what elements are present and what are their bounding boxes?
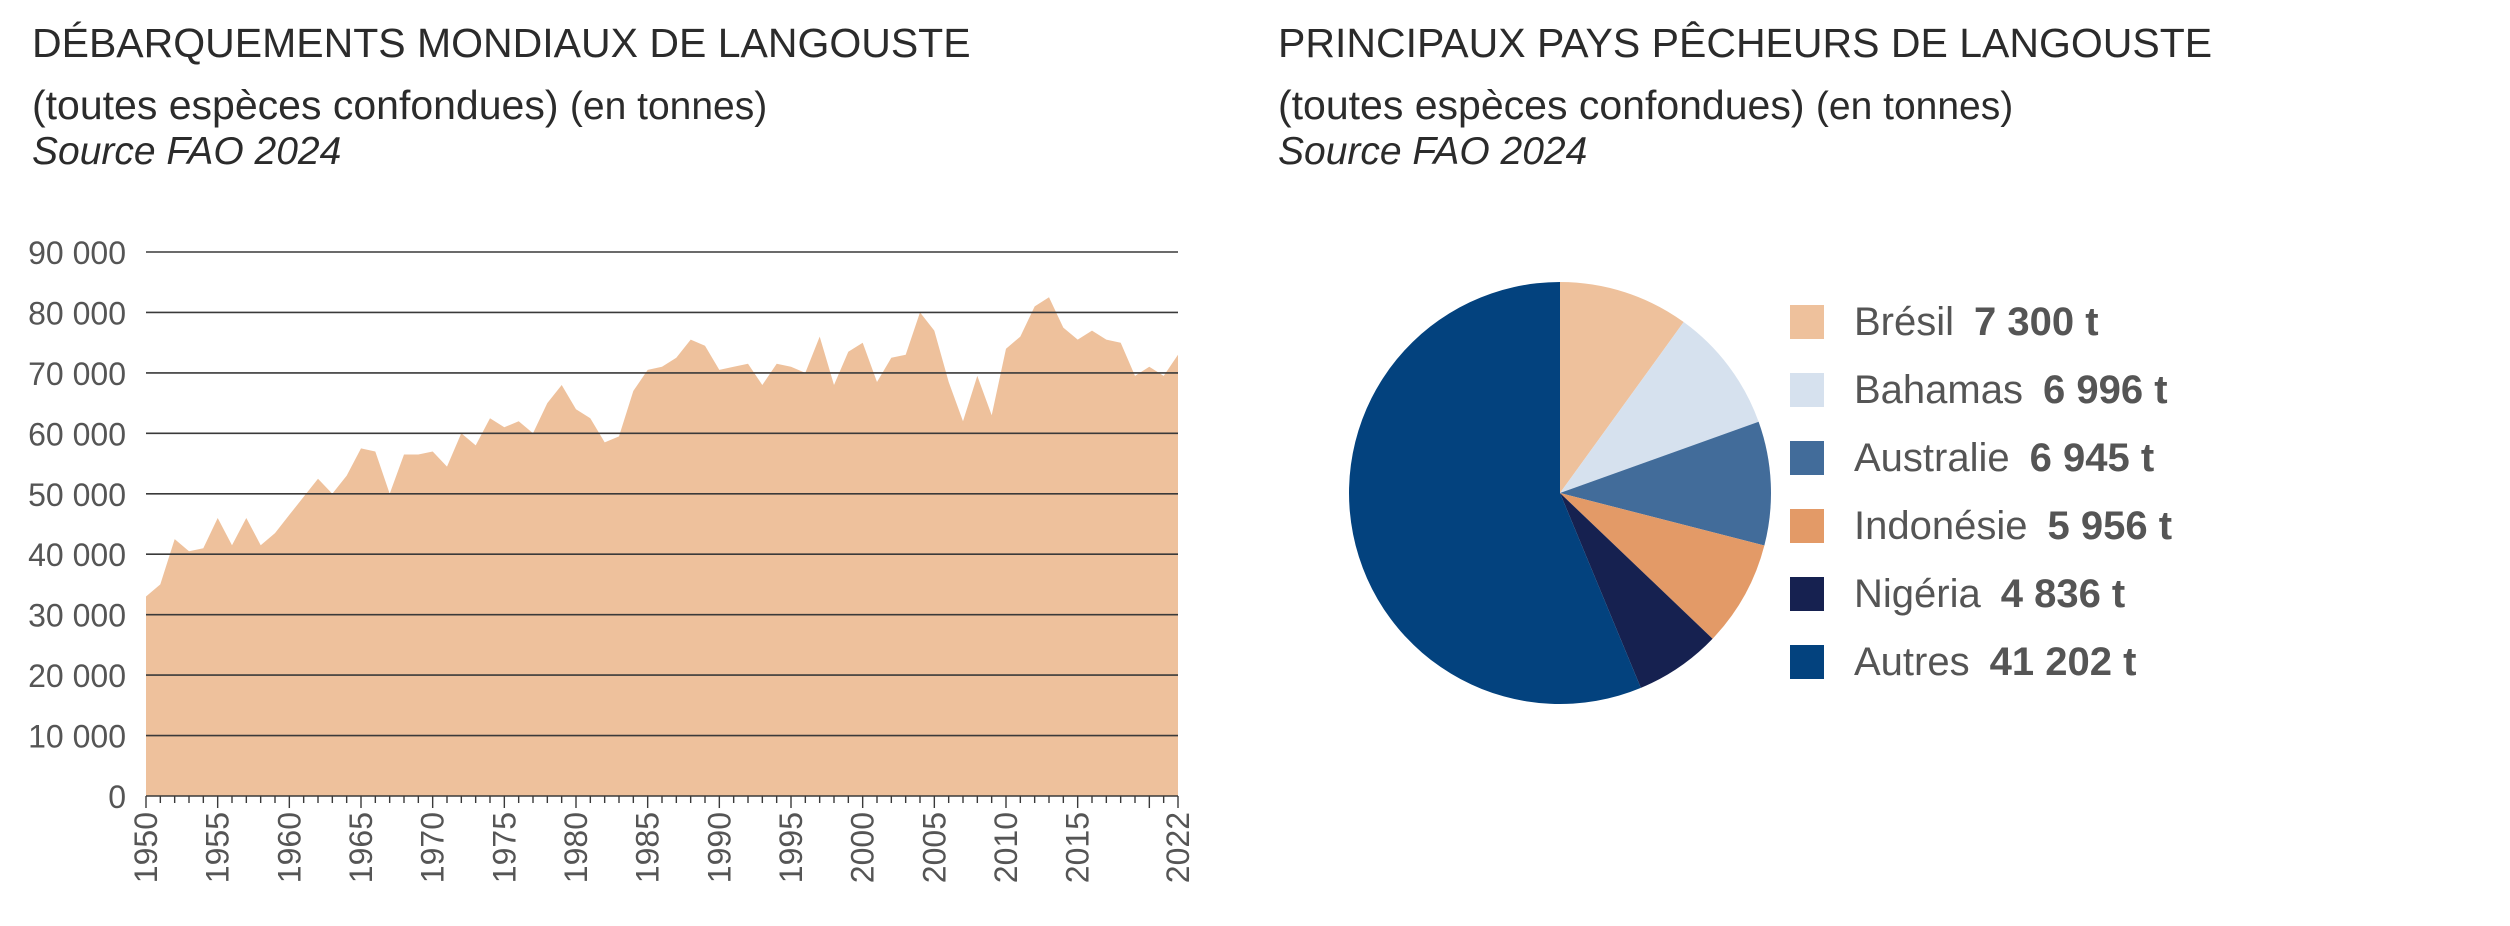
pie-slice-1	[1560, 322, 1759, 493]
legend-value: 6 945 t	[2029, 435, 2155, 480]
legend-swatch	[1790, 577, 1824, 611]
legend-swatch	[1790, 441, 1824, 475]
x-tick-label: 2005	[916, 812, 952, 883]
x-tick-label: 1955	[200, 812, 236, 883]
legend-label: Australie	[1854, 435, 2010, 480]
area-chart-title-line2: (toutes espèces confondues)	[32, 82, 559, 128]
pie-slice-5	[1349, 282, 1641, 704]
x-tick-label: 2015	[1060, 812, 1096, 883]
area-chart-title-line1: DÉBARQUEMENTS MONDIAUX DE LANGOUSTE	[32, 20, 971, 66]
legend-item: Nigéria 4 836 t	[1790, 560, 2172, 628]
y-tick-label: 90 000	[28, 235, 126, 271]
pie-chart	[1349, 282, 1772, 704]
pie-chart-title: PRINCIPAUX PAYS PÊCHEURS DE LANGOUSTE (t…	[1278, 12, 2212, 138]
legend-item: Brésil 7 300 t	[1790, 288, 2172, 356]
y-tick-label: 50 000	[28, 477, 126, 513]
legend-swatch	[1790, 645, 1824, 679]
legend-swatch	[1790, 373, 1824, 407]
pie-chart-title-line2-wrap: (toutes espèces confondues) (en tonnes)	[1278, 74, 2212, 138]
y-tick-label: 40 000	[28, 537, 126, 573]
legend-value: 41 202 t	[1989, 639, 2137, 684]
legend-label: Bahamas	[1854, 367, 2023, 412]
legend-label: Nigéria	[1854, 571, 1981, 616]
x-tick-label: 1975	[486, 812, 522, 883]
legend-value: 4 836 t	[2000, 571, 2126, 616]
left-chart-panel: DÉBARQUEMENTS MONDIAUX DE LANGOUSTE (tou…	[0, 0, 1250, 926]
area-chart-title-line2-wrap: (toutes espèces confondues) (en tonnes)	[32, 74, 971, 138]
pie-chart-title-line2: (toutes espèces confondues)	[1278, 82, 1805, 128]
y-tick-label: 10 000	[28, 719, 126, 755]
legend-value: 6 996 t	[2042, 367, 2168, 412]
x-tick-label: 2010	[988, 812, 1024, 883]
legend-value: 7 300 t	[1974, 299, 2099, 344]
x-tick-label: 1960	[271, 812, 307, 883]
y-tick-label: 0	[108, 779, 126, 815]
right-chart-panel: PRINCIPAUX PAYS PÊCHEURS DE LANGOUSTE (t…	[1250, 0, 2510, 926]
pie-chart-source: Source FAO 2024	[1278, 130, 1588, 173]
x-tick-label: 1995	[773, 812, 809, 883]
legend-label: Indonésie	[1854, 503, 2028, 548]
pie-chart-title-line1: PRINCIPAUX PAYS PÊCHEURS DE LANGOUSTE	[1278, 20, 2213, 66]
y-tick-label: 80 000	[28, 295, 126, 331]
legend-item: Australie 6 945 t	[1790, 424, 2172, 492]
x-tick-label: 1980	[558, 812, 594, 883]
legend-item: Autres 41 202 t	[1790, 628, 2172, 696]
y-tick-label: 20 000	[28, 658, 126, 694]
pie-slice-4	[1560, 493, 1713, 688]
pie-legend: Brésil 7 300 t Bahamas 6 996 t Australie 6 94…	[1790, 288, 2172, 696]
pie-chart-title-unit: (en tonnes)	[1815, 85, 2014, 128]
area-chart-source: Source FAO 2024	[32, 130, 342, 173]
x-tick-label: 1990	[701, 812, 737, 883]
x-tick-label: 2022	[1160, 812, 1196, 883]
pie-slice-3	[1560, 493, 1765, 639]
area-chart: 0 10 000 20 000 30 000 40 000 50 000 60 000 70 …	[28, 235, 1196, 883]
legend-swatch	[1790, 305, 1824, 339]
x-tick-label: 1950	[128, 812, 164, 883]
x-tick-label: 1985	[630, 812, 666, 883]
legend-swatch	[1790, 509, 1824, 543]
x-tick-label: 2000	[845, 812, 881, 883]
pie-slice-0	[1560, 282, 1684, 493]
pie-slice-2	[1560, 421, 1772, 546]
area-chart-title-unit: (en tonnes)	[569, 85, 768, 128]
legend-value: 5 956 t	[2047, 503, 2173, 548]
legend-label: Brésil	[1854, 299, 1955, 344]
legend-label: Autres	[1854, 639, 1970, 684]
y-tick-label: 70 000	[28, 356, 126, 392]
x-tick-label: 1965	[343, 812, 379, 883]
area-series	[146, 297, 1178, 796]
legend-item: Indonésie 5 956 t	[1790, 492, 2172, 560]
legend-item: Bahamas 6 996 t	[1790, 356, 2172, 424]
y-tick-label: 30 000	[28, 598, 126, 634]
y-tick-label: 60 000	[28, 416, 126, 452]
area-chart-title: DÉBARQUEMENTS MONDIAUX DE LANGOUSTE (tou…	[32, 12, 971, 138]
x-tick-label: 1970	[415, 812, 451, 883]
